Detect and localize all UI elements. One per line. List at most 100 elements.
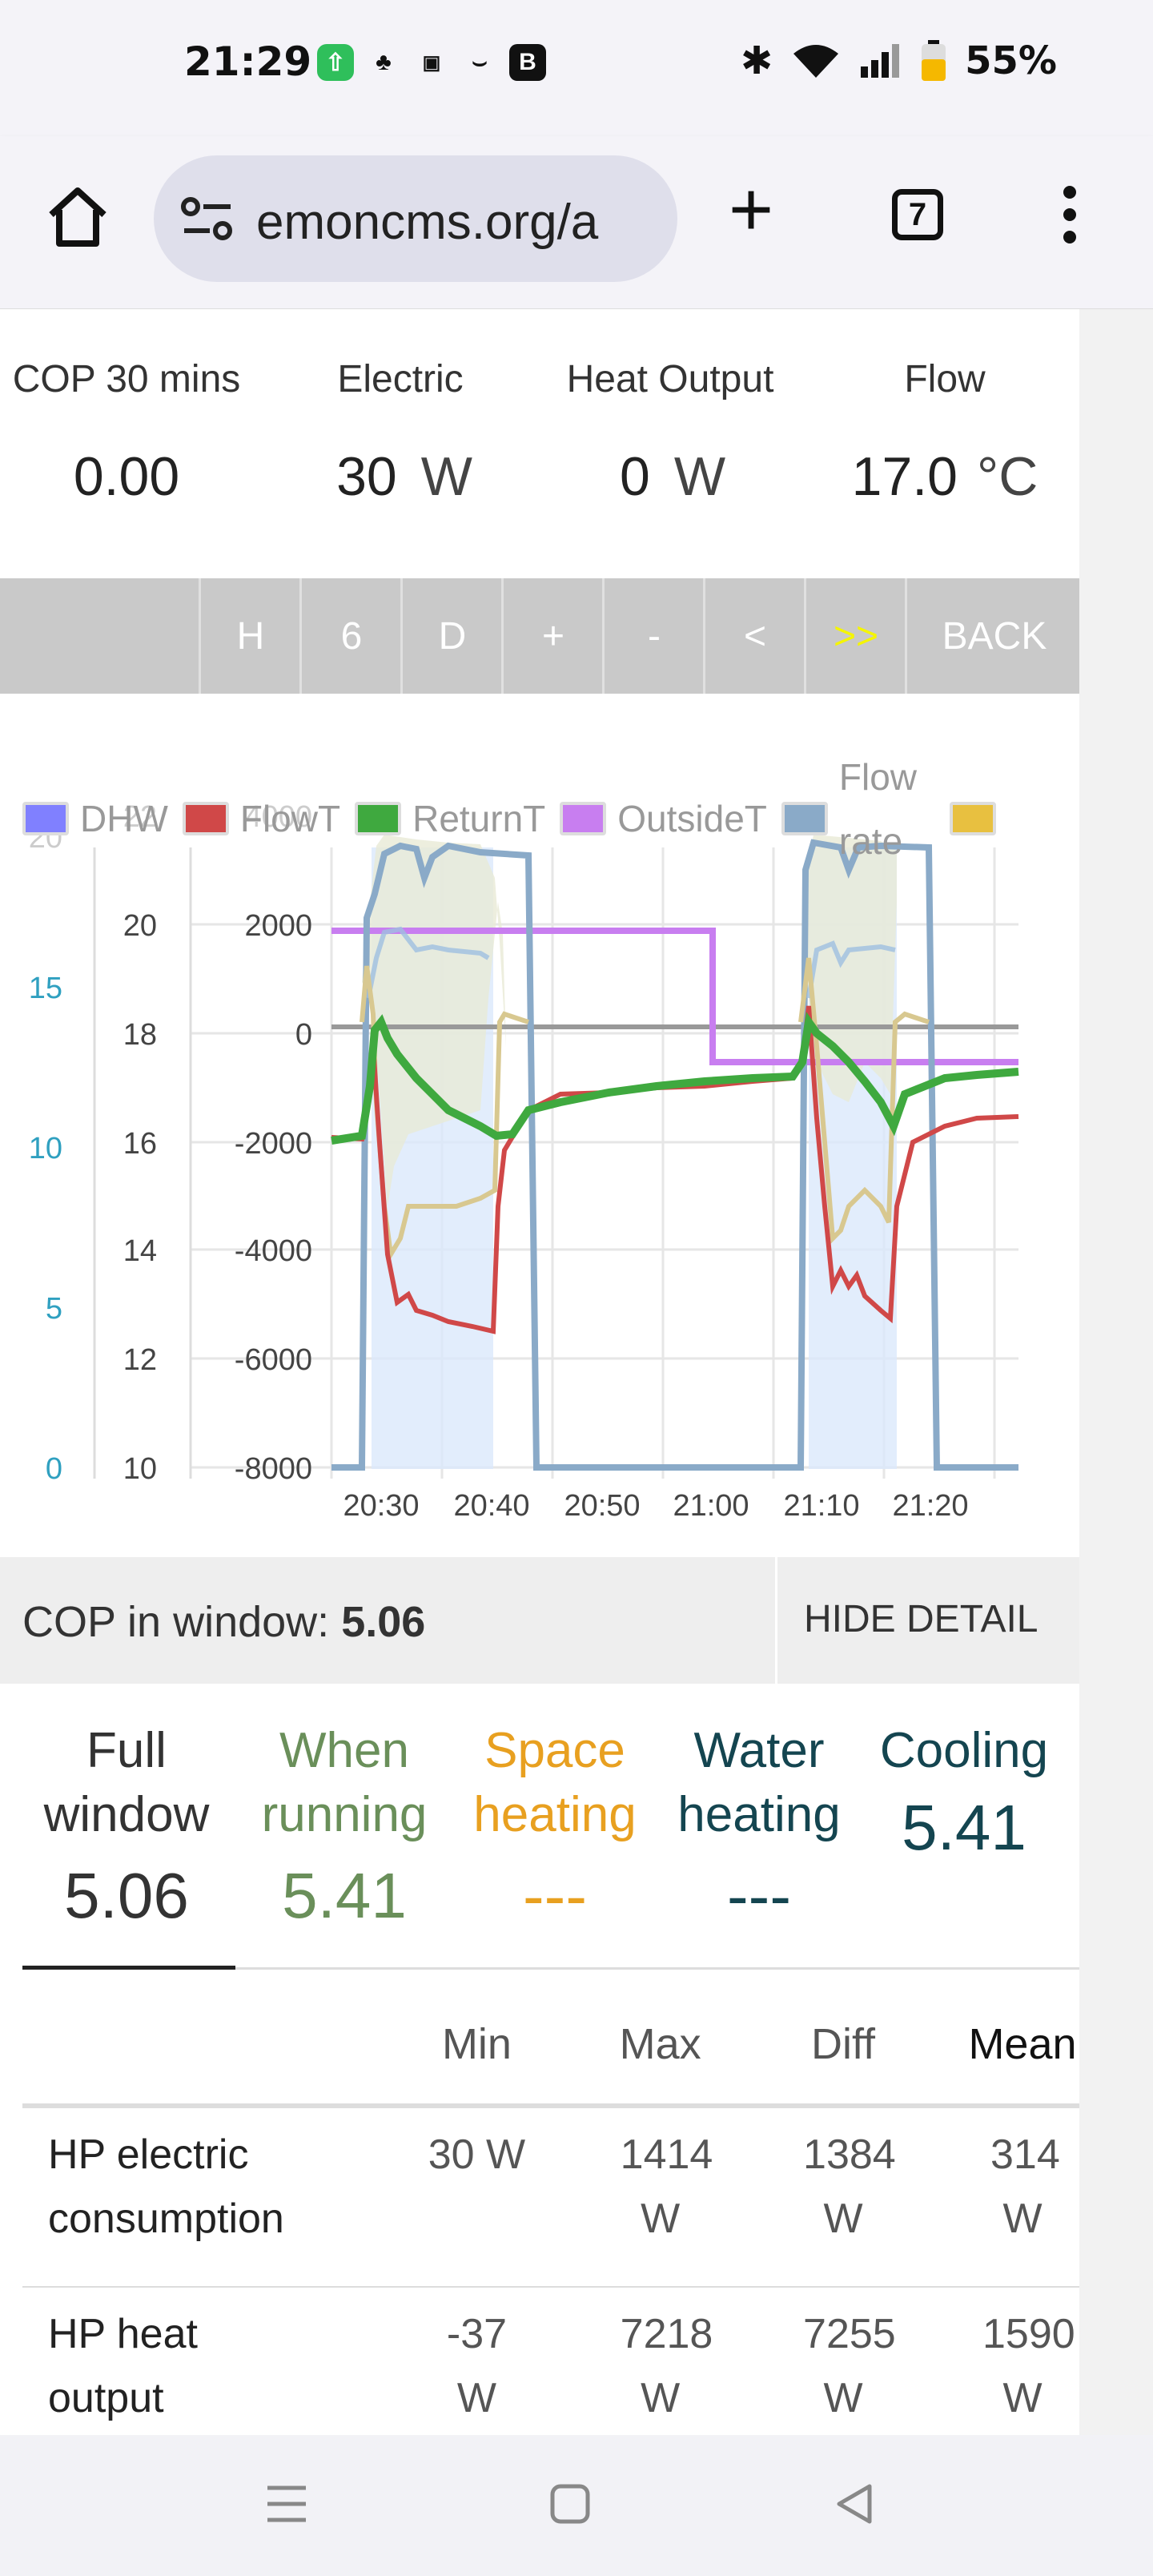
svg-text:20:40: 20:40	[453, 1489, 529, 1523]
electric-value: 30	[336, 446, 397, 507]
tab-cooling-label: Cooling	[879, 1723, 1049, 1778]
address-bar[interactable]: emoncms.org/a	[154, 155, 677, 282]
back-button[interactable]: BACK	[905, 578, 1079, 694]
cop-window-value: 5.06	[341, 1598, 426, 1646]
heat-value: 0	[619, 446, 650, 507]
browser-menu-icon[interactable]	[1063, 186, 1076, 244]
legend-heat[interactable]	[949, 802, 1007, 835]
chart-legend: DHW FlowT ReturnT OutsideT Flow rate	[22, 755, 1022, 883]
new-tab-icon[interactable]: +	[729, 167, 774, 252]
system-icons: ✱ 55%	[741, 38, 1057, 83]
svg-text:16: 16	[123, 1127, 157, 1161]
axis-power-labels: -8000 -6000 -4000 -2000 0 2000 4000	[235, 800, 312, 1486]
tab-space-heating[interactable]: Space heating	[455, 1719, 655, 1847]
svg-text:20:30: 20:30	[343, 1489, 419, 1523]
flow-rate-secondary	[366, 926, 490, 999]
menu-icon[interactable]	[264, 2483, 309, 2525]
cop-window-text: COP in window: 5.06	[22, 1597, 425, 1647]
svg-text:10: 10	[123, 1452, 157, 1486]
cop-30-label: COP 30 mins	[12, 358, 241, 400]
flow-value: 17.0	[851, 446, 958, 507]
battery-percent: 55%	[965, 38, 1057, 83]
leaf-icon: ♣	[376, 49, 392, 75]
pan-left-button[interactable]: <	[703, 578, 805, 694]
back-triangle-icon[interactable]	[833, 2481, 874, 2526]
svg-text:21:00: 21:00	[673, 1489, 749, 1523]
tab-when-running-label: When running	[261, 1723, 428, 1842]
zoom-out-button[interactable]: -	[602, 578, 704, 694]
cell-mean: 1590 W	[934, 2287, 1079, 2435]
electric-label: Electric	[337, 358, 464, 400]
svg-text:-2000: -2000	[235, 1127, 312, 1161]
header-diff: Diff	[751, 1985, 935, 2108]
wifi-icon	[793, 45, 839, 78]
x-axis-labels: 20:30 20:40 20:50 21:00 21:10 21:20	[343, 1489, 968, 1523]
home-icon[interactable]	[45, 184, 110, 250]
cell-mean: 314 W	[934, 2106, 1079, 2288]
cell-min: -37 W	[384, 2287, 569, 2435]
legend-returnt[interactable]: ReturnT	[355, 797, 545, 840]
legend-flowt[interactable]: FlowT	[182, 797, 341, 840]
pan-right-button[interactable]: >>	[804, 578, 906, 694]
header-min: Min	[384, 1985, 569, 2108]
tab-space-heating-value: ---	[523, 1860, 587, 1931]
heat-line-2	[798, 957, 930, 1244]
flow-rate-secondary-2	[806, 940, 896, 999]
tab-water-heating-value: ---	[727, 1860, 791, 1931]
svg-text:10: 10	[29, 1132, 62, 1165]
status-bar: 21:29 ⇧ ♣ ▣ ⌣ B ✱ 55%	[0, 0, 1153, 136]
notification-icons: ⇧ ♣ ▣ ⌣ B	[317, 44, 546, 81]
legend-dhw[interactable]: DHW	[22, 797, 168, 840]
flow-rate-line	[331, 839, 1018, 1471]
home-square-icon[interactable]	[549, 2483, 591, 2525]
ge-icon: ▣	[422, 51, 441, 74]
page-content: COP 30 mins Electric Heat Output Flow 0.…	[0, 309, 1079, 2435]
url-text: emoncms.org/a	[256, 195, 599, 250]
hide-detail-button[interactable]: HIDE DETAIL	[804, 1598, 1039, 1640]
battery-icon	[922, 40, 946, 81]
tab-full-window-label: Full window	[43, 1723, 210, 1842]
tab-water-heating[interactable]: Water heating	[658, 1719, 860, 1847]
table-row: HP electric consumption 30 W 1414 W 1384…	[22, 2106, 1079, 2288]
status-time: 21:29	[184, 38, 312, 85]
tab-count: 7	[908, 196, 927, 232]
returnt-label: ReturnT	[412, 798, 546, 839]
tab-cooling[interactable]: Cooling	[865, 1719, 1063, 1783]
svg-text:-4000: -4000	[235, 1234, 312, 1268]
bluetooth-icon: ✱	[740, 38, 773, 83]
svg-text:22: 22	[123, 800, 157, 834]
heat-output-label: Heat Output	[566, 358, 774, 400]
legend-flow-rate[interactable]: Flow rate	[781, 755, 935, 883]
hour-button[interactable]: H	[199, 578, 300, 694]
six-hour-button[interactable]: 6	[299, 578, 401, 694]
row-label: HP electric consumption	[22, 2106, 385, 2288]
axis-inner-labels: 10 12 14 16 18 20 22	[123, 800, 157, 1486]
upload-app-icon: ⇧	[317, 44, 354, 81]
cell-diff: 7255 W	[751, 2287, 935, 2435]
cop-30-value: 0.00	[73, 446, 180, 507]
zoom-in-button[interactable]: +	[501, 578, 603, 694]
flowt-label: FlowT	[239, 798, 341, 839]
day-button[interactable]: D	[400, 578, 502, 694]
stats-table: Min Max Diff Mean k HP electric consumpt…	[22, 1985, 1079, 2435]
tab-divider	[235, 1967, 1079, 1970]
chart[interactable]: 0 5 10 15 20 10 12 14 16 18 20 22 -8000 -6000 …	[0, 758, 1079, 1559]
flow-rate-swatch	[781, 802, 828, 835]
tab-switcher-button[interactable]: 7	[892, 189, 943, 240]
site-settings-icon[interactable]	[181, 195, 234, 242]
svg-text:4000: 4000	[244, 800, 312, 834]
header-max: Max	[568, 1985, 752, 2108]
legend-outsidet[interactable]: OutsideT	[560, 797, 767, 840]
flow-label: Flow	[904, 358, 986, 400]
svg-text:0: 0	[295, 1018, 312, 1052]
flow-rate-label: Flow rate	[838, 756, 918, 862]
tab-cooling-value: 5.41	[902, 1792, 1026, 1863]
returnT-line	[331, 1012, 1019, 1145]
android-nav-bar	[0, 2435, 1153, 2576]
tab-when-running[interactable]: When running	[237, 1719, 452, 1847]
chart-toolbar: H 6 D + - < >> BACK	[0, 578, 1079, 694]
outsidet-swatch	[560, 802, 607, 835]
tab-full-window[interactable]: Full window	[22, 1719, 231, 1847]
